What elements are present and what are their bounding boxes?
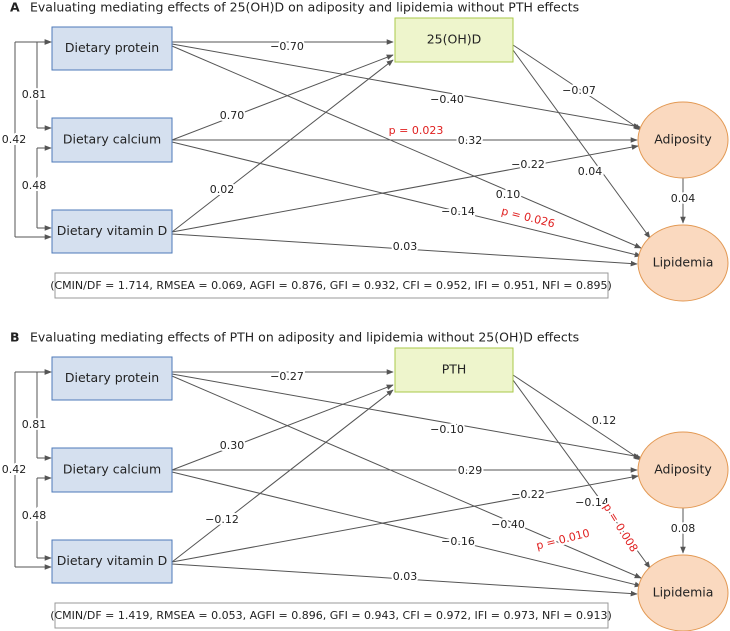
path-arrow: [171, 54, 394, 141]
outcome-label: Adiposity: [654, 132, 712, 147]
exposure-label: Dietary protein: [65, 370, 159, 385]
outcome-ellipse: [637, 554, 729, 631]
exposure-label: Dietary calcium: [63, 132, 161, 147]
mediator-label: PTH: [442, 362, 467, 377]
correlation-label: 0.48: [22, 509, 47, 522]
path-coefficient: −0.40: [491, 518, 525, 531]
p-value: p = 0.026: [500, 205, 556, 231]
outcome-label: Lipidemia: [653, 585, 714, 600]
panel-title: Evaluating mediating effects of PTH on a…: [30, 330, 579, 345]
panel: B Evaluating mediating effects of PTH on …: [0, 330, 729, 631]
path-coefficient: −0.16: [441, 535, 475, 548]
outcome-label: Adiposity: [654, 462, 712, 477]
path-coefficient: 0.03: [393, 570, 418, 583]
fit-indices: (CMIN/DF = 1.714, RMSEA = 0.069, AGFI = …: [50, 279, 612, 292]
path-arrow: [171, 43, 641, 129]
path-coefficient: −0.07: [562, 84, 596, 97]
panel-title: Evaluating mediating effects of 25(OH)D …: [30, 0, 579, 15]
fit-box: [54, 602, 609, 629]
panel: A Evaluating mediating effects of 25(OH)D…: [0, 0, 729, 302]
panel-label: A: [10, 0, 20, 15]
path-arrow: [171, 59, 394, 233]
path-coefficient: −0.70: [270, 40, 304, 53]
path-arrow: [512, 374, 642, 461]
path-coefficient: −0.22: [511, 488, 545, 501]
path-coefficient: −0.14: [441, 205, 475, 218]
correlation-label: 0.81: [22, 88, 47, 101]
path-arrow: [512, 49, 651, 239]
path-arrow: [171, 471, 642, 588]
path-coefficient: −0.40: [430, 93, 464, 106]
path-arrow: [171, 474, 639, 563]
mediator-box: [394, 347, 514, 393]
outcome-label: Lipidemia: [653, 255, 714, 270]
panel-label: B: [10, 330, 20, 345]
exposure-label: Dietary calcium: [63, 462, 161, 477]
path-coefficient: −0.27: [270, 370, 304, 383]
path-coefficient: 0.04: [578, 165, 603, 178]
path-coefficient: −0.14: [575, 496, 609, 509]
path-coefficient: 0.30: [220, 439, 245, 452]
path-arrow: [171, 384, 394, 471]
exposure-box: [51, 117, 173, 163]
mediator-box: [394, 17, 514, 63]
path-arrow: [171, 45, 642, 249]
path-coefficient: −0.22: [511, 158, 545, 171]
path-coefficient: 0.32: [458, 134, 483, 147]
path-arrow: [512, 44, 642, 131]
path-arrow: [171, 373, 641, 459]
path-coefficient: 0.70: [220, 109, 245, 122]
exposure-label: Dietary vitamin D: [57, 223, 167, 238]
path-arrow: [171, 233, 638, 267]
outcome-ellipse: [637, 101, 729, 179]
exposure-label: Dietary protein: [65, 40, 159, 55]
correlation-label: 0.81: [22, 418, 47, 431]
path-arrow: [512, 379, 651, 569]
path-coefficient: 0.10: [496, 188, 521, 201]
exposure-box: [51, 26, 173, 71]
path-coefficient: 0.04: [671, 192, 696, 205]
path-coefficient: 0.29: [458, 464, 483, 477]
exposure-box: [51, 209, 173, 254]
outcome-ellipse: [637, 431, 729, 509]
fit-indices: (CMIN/DF = 1.419, RMSEA = 0.053, AGFI = …: [50, 609, 612, 622]
exposure-box: [51, 447, 173, 493]
correlation-label: 0.48: [22, 179, 47, 192]
correlation-label: 0.42: [2, 463, 27, 476]
path-arrow: [171, 375, 642, 579]
path-coefficient: 0.02: [210, 183, 235, 196]
p-value: p = 0.010: [535, 527, 591, 553]
exposure-label: Dietary vitamin D: [57, 553, 167, 568]
correlation-label: 0.42: [2, 133, 27, 146]
exposure-box: [51, 356, 173, 401]
path-coefficient: 0.03: [393, 240, 418, 253]
path-coefficient: 0.12: [592, 414, 617, 427]
path-coefficient: −0.10: [430, 423, 464, 436]
p-value: p = 0.008: [600, 501, 640, 554]
path-coefficient: 0.08: [671, 522, 696, 535]
exposure-box: [51, 539, 173, 584]
path-arrow: [171, 141, 642, 258]
path-arrow: [171, 389, 394, 563]
p-value: p = 0.023: [389, 124, 444, 137]
mediator-label: 25(OH)D: [427, 32, 482, 47]
path-arrow: [171, 563, 638, 597]
outcome-ellipse: [637, 224, 729, 302]
path-arrow: [171, 144, 639, 233]
fit-box: [54, 272, 609, 299]
path-coefficient: −0.12: [205, 513, 239, 526]
